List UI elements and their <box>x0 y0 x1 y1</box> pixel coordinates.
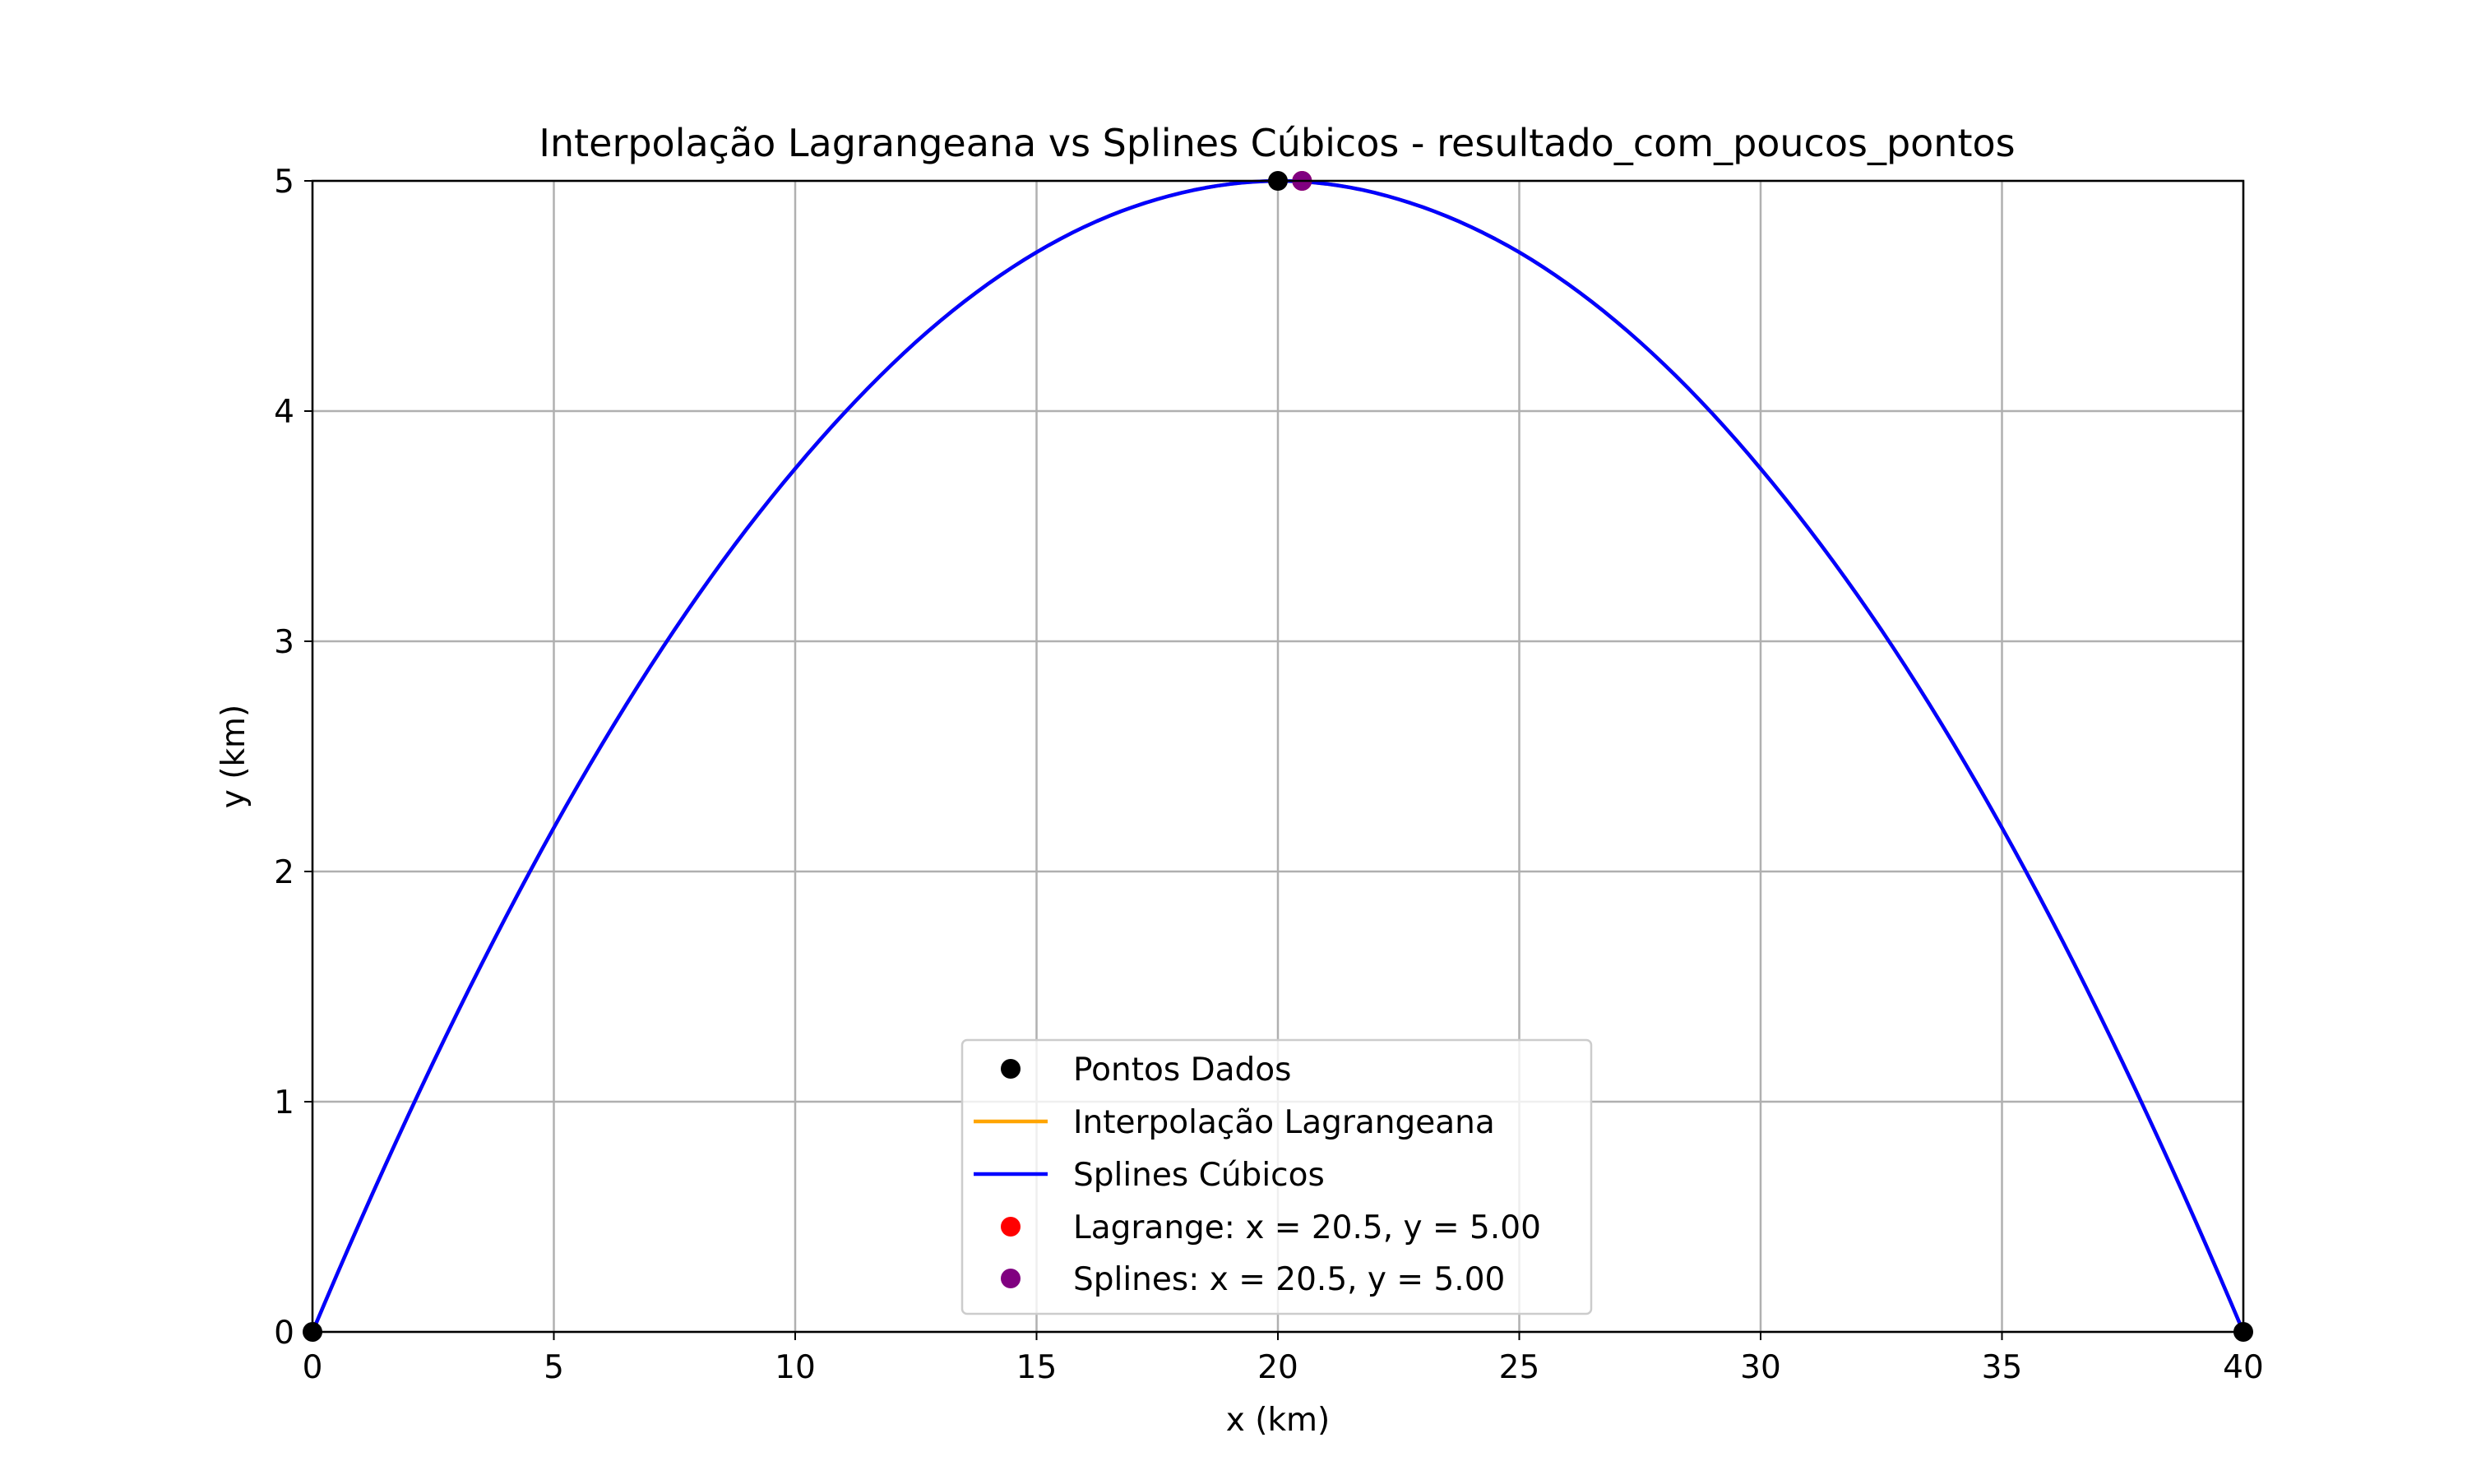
x-tick-label: 30 <box>1740 1349 1781 1386</box>
x-tick-label: 10 <box>775 1349 816 1386</box>
x-axis-label: x (km) <box>1226 1402 1330 1439</box>
y-tick-label: 0 <box>274 1315 294 1352</box>
legend-box <box>960 1038 1593 1315</box>
points-layer <box>303 171 2253 1342</box>
x-tick-label: 5 <box>544 1349 564 1386</box>
chart-title: Interpolação Lagrangeana vs Splines Cúbi… <box>539 121 2015 165</box>
x-tick-label: 40 <box>2223 1349 2264 1386</box>
legend-entries: Pontos Dados Interpolação Lagrangeana Spli… <box>974 1052 1541 1298</box>
x-tick-label: 15 <box>1016 1349 1058 1386</box>
legend-marker-0 <box>1001 1059 1021 1079</box>
y-tick-label: 1 <box>274 1084 294 1121</box>
legend-marker-3 <box>1001 1217 1021 1237</box>
y-axis-label: y (km) <box>215 705 252 808</box>
legend-label-1: Interpolação Lagrangeana <box>1073 1104 1495 1141</box>
x-tick-label: 35 <box>1982 1349 2023 1386</box>
y-tick-label: 3 <box>274 624 294 661</box>
legend-label-3: Lagrange: x = 20.5, y = 5.00 <box>1073 1209 1541 1246</box>
x-tick-label: 20 <box>1257 1349 1298 1386</box>
x-tick-label: 0 <box>303 1349 323 1386</box>
y-tick-label: 2 <box>274 854 294 891</box>
legend: Pontos Dados Interpolação Lagrangeana Spli… <box>960 1038 1593 1315</box>
legend-label-4: Splines: x = 20.5, y = 5.00 <box>1073 1261 1505 1298</box>
legend-label-0: Pontos Dados <box>1073 1052 1291 1089</box>
y-tick-label: 5 <box>274 164 294 201</box>
legend-label-2: Splines Cúbicos <box>1073 1157 1325 1194</box>
legend-marker-4 <box>1001 1269 1021 1288</box>
x-tick-label: 25 <box>1499 1349 1540 1386</box>
axis-ticks: 0 5 10 15 20 25 30 35 40 0 1 2 3 4 5 <box>274 164 2264 1386</box>
y-tick-label: 4 <box>274 394 294 431</box>
